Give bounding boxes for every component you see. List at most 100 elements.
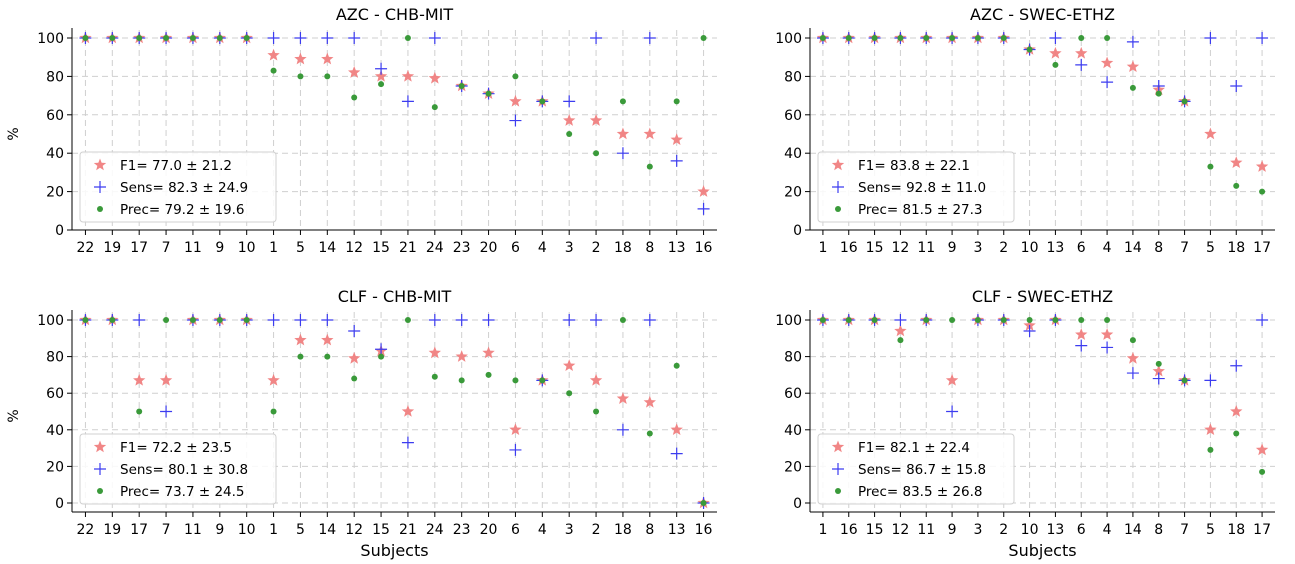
chart-panel: 0 20 40 60 80 100 1 16 15 12 11 9 3 2 10 13 6 4 14 8 7 5 18 17 A… — [775, 5, 1275, 256]
x-tick-label: 1 — [269, 522, 278, 538]
prec-point — [404, 317, 411, 323]
x-tick-label: 7 — [1180, 240, 1189, 256]
x-tick-label: 4 — [538, 240, 547, 256]
prec-point — [512, 73, 519, 80]
f1-point — [563, 359, 576, 372]
f1-point — [294, 333, 307, 346]
sens-point — [348, 32, 361, 44]
prec-point — [189, 35, 196, 41]
sens-point — [482, 314, 495, 326]
f1-point — [589, 114, 603, 126]
x-tick-label: 13 — [1047, 522, 1065, 538]
x-tick-label: 17 — [130, 240, 148, 256]
f1-point — [374, 69, 388, 82]
y-tick-label: 60 — [784, 108, 802, 124]
f1-point — [455, 350, 468, 362]
f1-point — [267, 48, 280, 61]
f1-point — [643, 395, 656, 408]
f1-point — [616, 127, 630, 140]
prec-point — [1000, 317, 1007, 323]
prec-point — [566, 390, 573, 397]
x-tick-label: 18 — [614, 240, 632, 256]
chart-title: AZC - SWEC-ETHZ — [970, 5, 1115, 24]
prec-point — [270, 408, 277, 415]
sens-point — [428, 314, 441, 326]
x-tick-label: 4 — [1103, 240, 1112, 256]
prec-point — [324, 353, 331, 360]
f1-point — [401, 69, 415, 82]
f1-point — [509, 94, 522, 107]
sens-point — [321, 314, 334, 326]
chart-title: CLF - SWEC-ETHZ — [972, 287, 1113, 306]
y-tick-label: 40 — [784, 423, 802, 439]
x-tick-label: 20 — [480, 240, 498, 256]
prec-point — [1181, 377, 1188, 384]
x-tick-label: 18 — [614, 522, 632, 538]
sens-point — [401, 436, 414, 449]
x-tick-label: 3 — [973, 240, 982, 256]
prec-point — [297, 73, 304, 80]
prec-point — [216, 35, 223, 41]
prec-point — [243, 317, 250, 323]
prec-point — [897, 337, 904, 344]
y-tick-label: 80 — [784, 69, 802, 85]
series-sens — [816, 32, 1269, 108]
prec-point — [539, 377, 546, 384]
sens-point — [1023, 324, 1036, 337]
prec-point — [109, 35, 116, 41]
legend-prec-marker — [97, 488, 103, 494]
x-tick-label: 13 — [668, 240, 686, 256]
x-axis-label: Subjects — [360, 541, 428, 560]
prec-point — [404, 35, 411, 41]
sens-point — [375, 343, 388, 356]
x-tick-label: 7 — [1180, 522, 1189, 538]
f1-point — [616, 392, 630, 404]
legend-f1-marker — [93, 440, 107, 453]
y-tick-label: 0 — [55, 496, 64, 512]
sens-point — [321, 32, 334, 44]
x-tick-label: 12 — [892, 522, 910, 538]
x-tick-label: 7 — [162, 240, 171, 256]
f1-point — [1255, 160, 1269, 172]
legend-prec-label: Prec= 73.7 ± 24.5 — [120, 484, 245, 500]
x-tick-label: 16 — [695, 240, 713, 256]
x-tick-label: 8 — [645, 240, 654, 256]
prec-point — [673, 362, 680, 369]
x-tick-label: 21 — [399, 240, 417, 256]
prec-point — [324, 73, 331, 80]
prec-point — [136, 408, 143, 415]
x-tick-label: 3 — [565, 522, 574, 538]
prec-point — [949, 35, 956, 41]
prec-point — [897, 35, 904, 41]
prec-point — [673, 98, 680, 105]
f1-point — [1126, 60, 1140, 73]
x-tick-label: 9 — [215, 522, 224, 538]
prec-point — [539, 98, 546, 105]
prec-point — [1026, 46, 1033, 53]
legend-box — [79, 151, 277, 223]
sens-point — [1256, 32, 1269, 44]
legend-f1-marker — [93, 158, 107, 171]
x-tick-label: 18 — [1227, 240, 1245, 256]
prec-point — [431, 104, 438, 111]
f1-point — [1100, 56, 1114, 69]
x-tick-label: 5 — [296, 522, 305, 538]
prec-point — [1259, 468, 1266, 475]
x-tick-label: 12 — [892, 240, 910, 256]
prec-point — [485, 371, 492, 378]
sens-point — [1075, 58, 1088, 71]
prec-point — [1233, 182, 1240, 189]
x-tick-label: 10 — [1021, 522, 1039, 538]
prec-point — [1259, 188, 1266, 195]
prec-point — [109, 317, 116, 323]
prec-point — [974, 317, 981, 323]
prec-point — [189, 317, 196, 323]
prec-point — [1155, 360, 1162, 367]
x-tick-label: 14 — [1124, 240, 1142, 256]
y-tick-label: 0 — [55, 223, 64, 239]
x-tick-label: 5 — [1206, 522, 1215, 538]
legend-f1-label: F1= 83.8 ± 22.1 — [858, 158, 970, 174]
x-tick-label: 21 — [399, 522, 417, 538]
f1-point — [321, 52, 334, 65]
prec-point — [819, 35, 826, 41]
